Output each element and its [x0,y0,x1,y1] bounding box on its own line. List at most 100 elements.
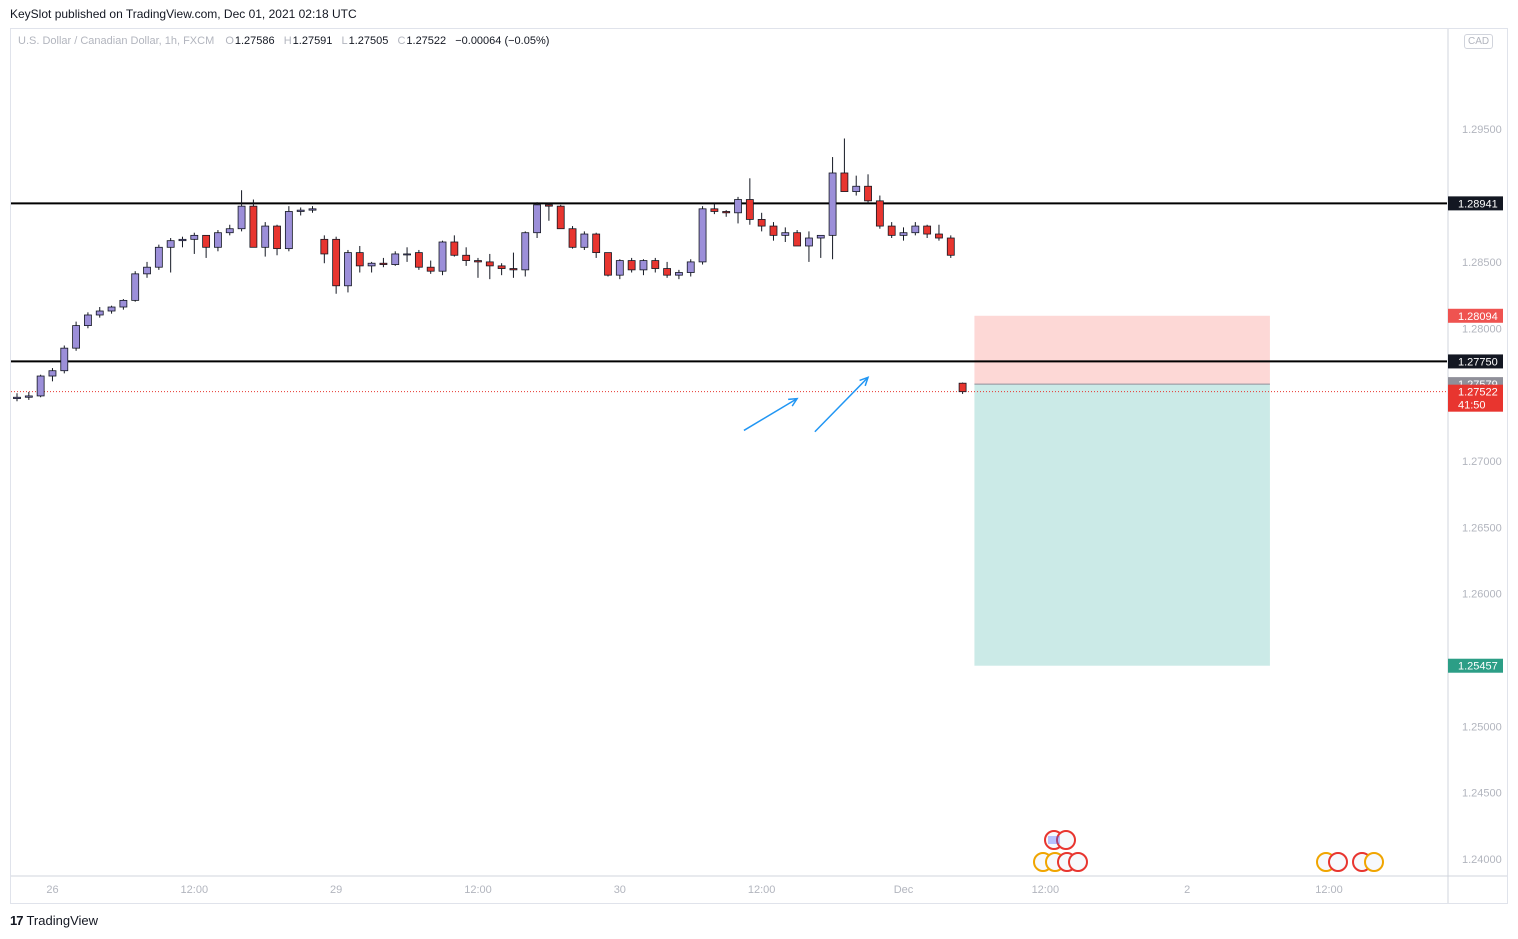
candle[interactable] [296,207,305,216]
candle-body [107,306,116,312]
candle[interactable] [521,231,530,277]
candle[interactable] [24,391,33,400]
candle[interactable] [710,203,719,215]
candle[interactable] [438,240,447,276]
candle[interactable] [745,178,754,225]
take-profit-zone[interactable] [974,384,1270,666]
candle[interactable] [332,236,341,294]
candle[interactable] [899,227,908,241]
candle[interactable] [686,259,695,277]
candle[interactable] [143,261,151,278]
candle[interactable] [403,247,411,262]
candle[interactable] [190,232,199,254]
candle[interactable] [509,252,518,278]
tradingview-logo-icon[interactable]: 17 [10,913,24,928]
candle[interactable] [48,368,57,382]
candle[interactable] [769,222,778,241]
candle[interactable] [154,244,163,270]
annotation-arrow[interactable] [743,397,799,432]
candle[interactable] [84,312,92,329]
candle[interactable] [178,236,187,248]
annotation-arrow[interactable] [814,376,870,433]
currency-button[interactable]: CAD [1464,34,1494,49]
candle[interactable] [556,204,565,230]
candle[interactable] [852,175,861,196]
candle[interactable] [840,138,849,192]
us-flag-event-icon[interactable] [1044,830,1076,850]
candle[interactable] [698,206,707,265]
candle[interactable] [615,259,624,280]
candle[interactable] [781,227,790,242]
candle[interactable] [828,157,837,260]
candle[interactable] [131,271,140,302]
level-price-tag[interactable]: 1.28941 [1448,196,1503,211]
candle[interactable] [344,249,352,293]
candle[interactable] [663,261,671,278]
candle[interactable] [60,345,69,374]
axes [11,29,1507,903]
candle[interactable] [355,245,364,273]
candle[interactable] [237,190,246,232]
candle[interactable] [107,305,116,314]
candle[interactable] [875,195,884,229]
candle[interactable] [675,269,683,280]
stop-price-tag[interactable]: 1.28094 [1448,308,1503,323]
candle[interactable] [13,393,21,402]
candle[interactable] [722,210,731,217]
candle[interactable] [639,259,648,276]
candle[interactable] [249,199,258,248]
candle[interactable] [864,174,872,204]
candle[interactable] [450,235,459,257]
candle[interactable] [887,222,896,239]
candle[interactable] [816,234,825,258]
candle[interactable] [379,257,388,268]
candle[interactable] [935,224,943,241]
candle[interactable] [367,261,376,273]
candle[interactable] [308,206,317,213]
candle[interactable] [485,253,494,280]
candle[interactable] [462,247,471,266]
candle[interactable] [545,203,553,221]
candle[interactable] [580,231,589,250]
candle[interactable] [592,232,601,258]
us-flag-event-icon[interactable] [1033,852,1088,872]
us-flag-event-icon[interactable] [1316,852,1384,872]
candle[interactable] [320,235,329,264]
candle[interactable] [793,230,802,247]
candle[interactable] [497,263,506,276]
candle[interactable] [568,226,577,249]
candle[interactable] [166,238,175,273]
candle[interactable] [946,235,955,258]
target-price-tag[interactable]: 1.25457 [1448,658,1503,673]
candle[interactable] [119,299,128,310]
candle[interactable] [734,196,742,224]
candle[interactable] [911,222,920,236]
level-price-tag[interactable]: 1.27750 [1448,354,1503,369]
candle[interactable] [533,202,541,239]
candle[interactable] [36,374,45,398]
candle[interactable] [474,257,482,278]
candle[interactable] [225,224,234,236]
candle[interactable] [604,252,612,277]
candle[interactable] [391,251,400,266]
candle[interactable] [414,249,423,270]
candle[interactable] [72,321,80,351]
candle[interactable] [214,230,222,252]
candle[interactable] [627,257,636,273]
candle[interactable] [261,222,270,257]
stop-loss-zone[interactable] [974,315,1270,385]
tradingview-brand[interactable]: TradingView [26,913,99,928]
candle-body [698,208,707,263]
candle[interactable] [923,224,932,239]
candle[interactable] [958,382,967,394]
candle[interactable] [757,212,766,232]
candle[interactable] [805,231,813,262]
candle[interactable] [273,224,281,256]
candle[interactable] [426,260,435,274]
candle[interactable] [284,206,293,252]
candle[interactable] [202,234,211,258]
candle[interactable] [651,257,660,273]
candle[interactable] [95,307,104,318]
